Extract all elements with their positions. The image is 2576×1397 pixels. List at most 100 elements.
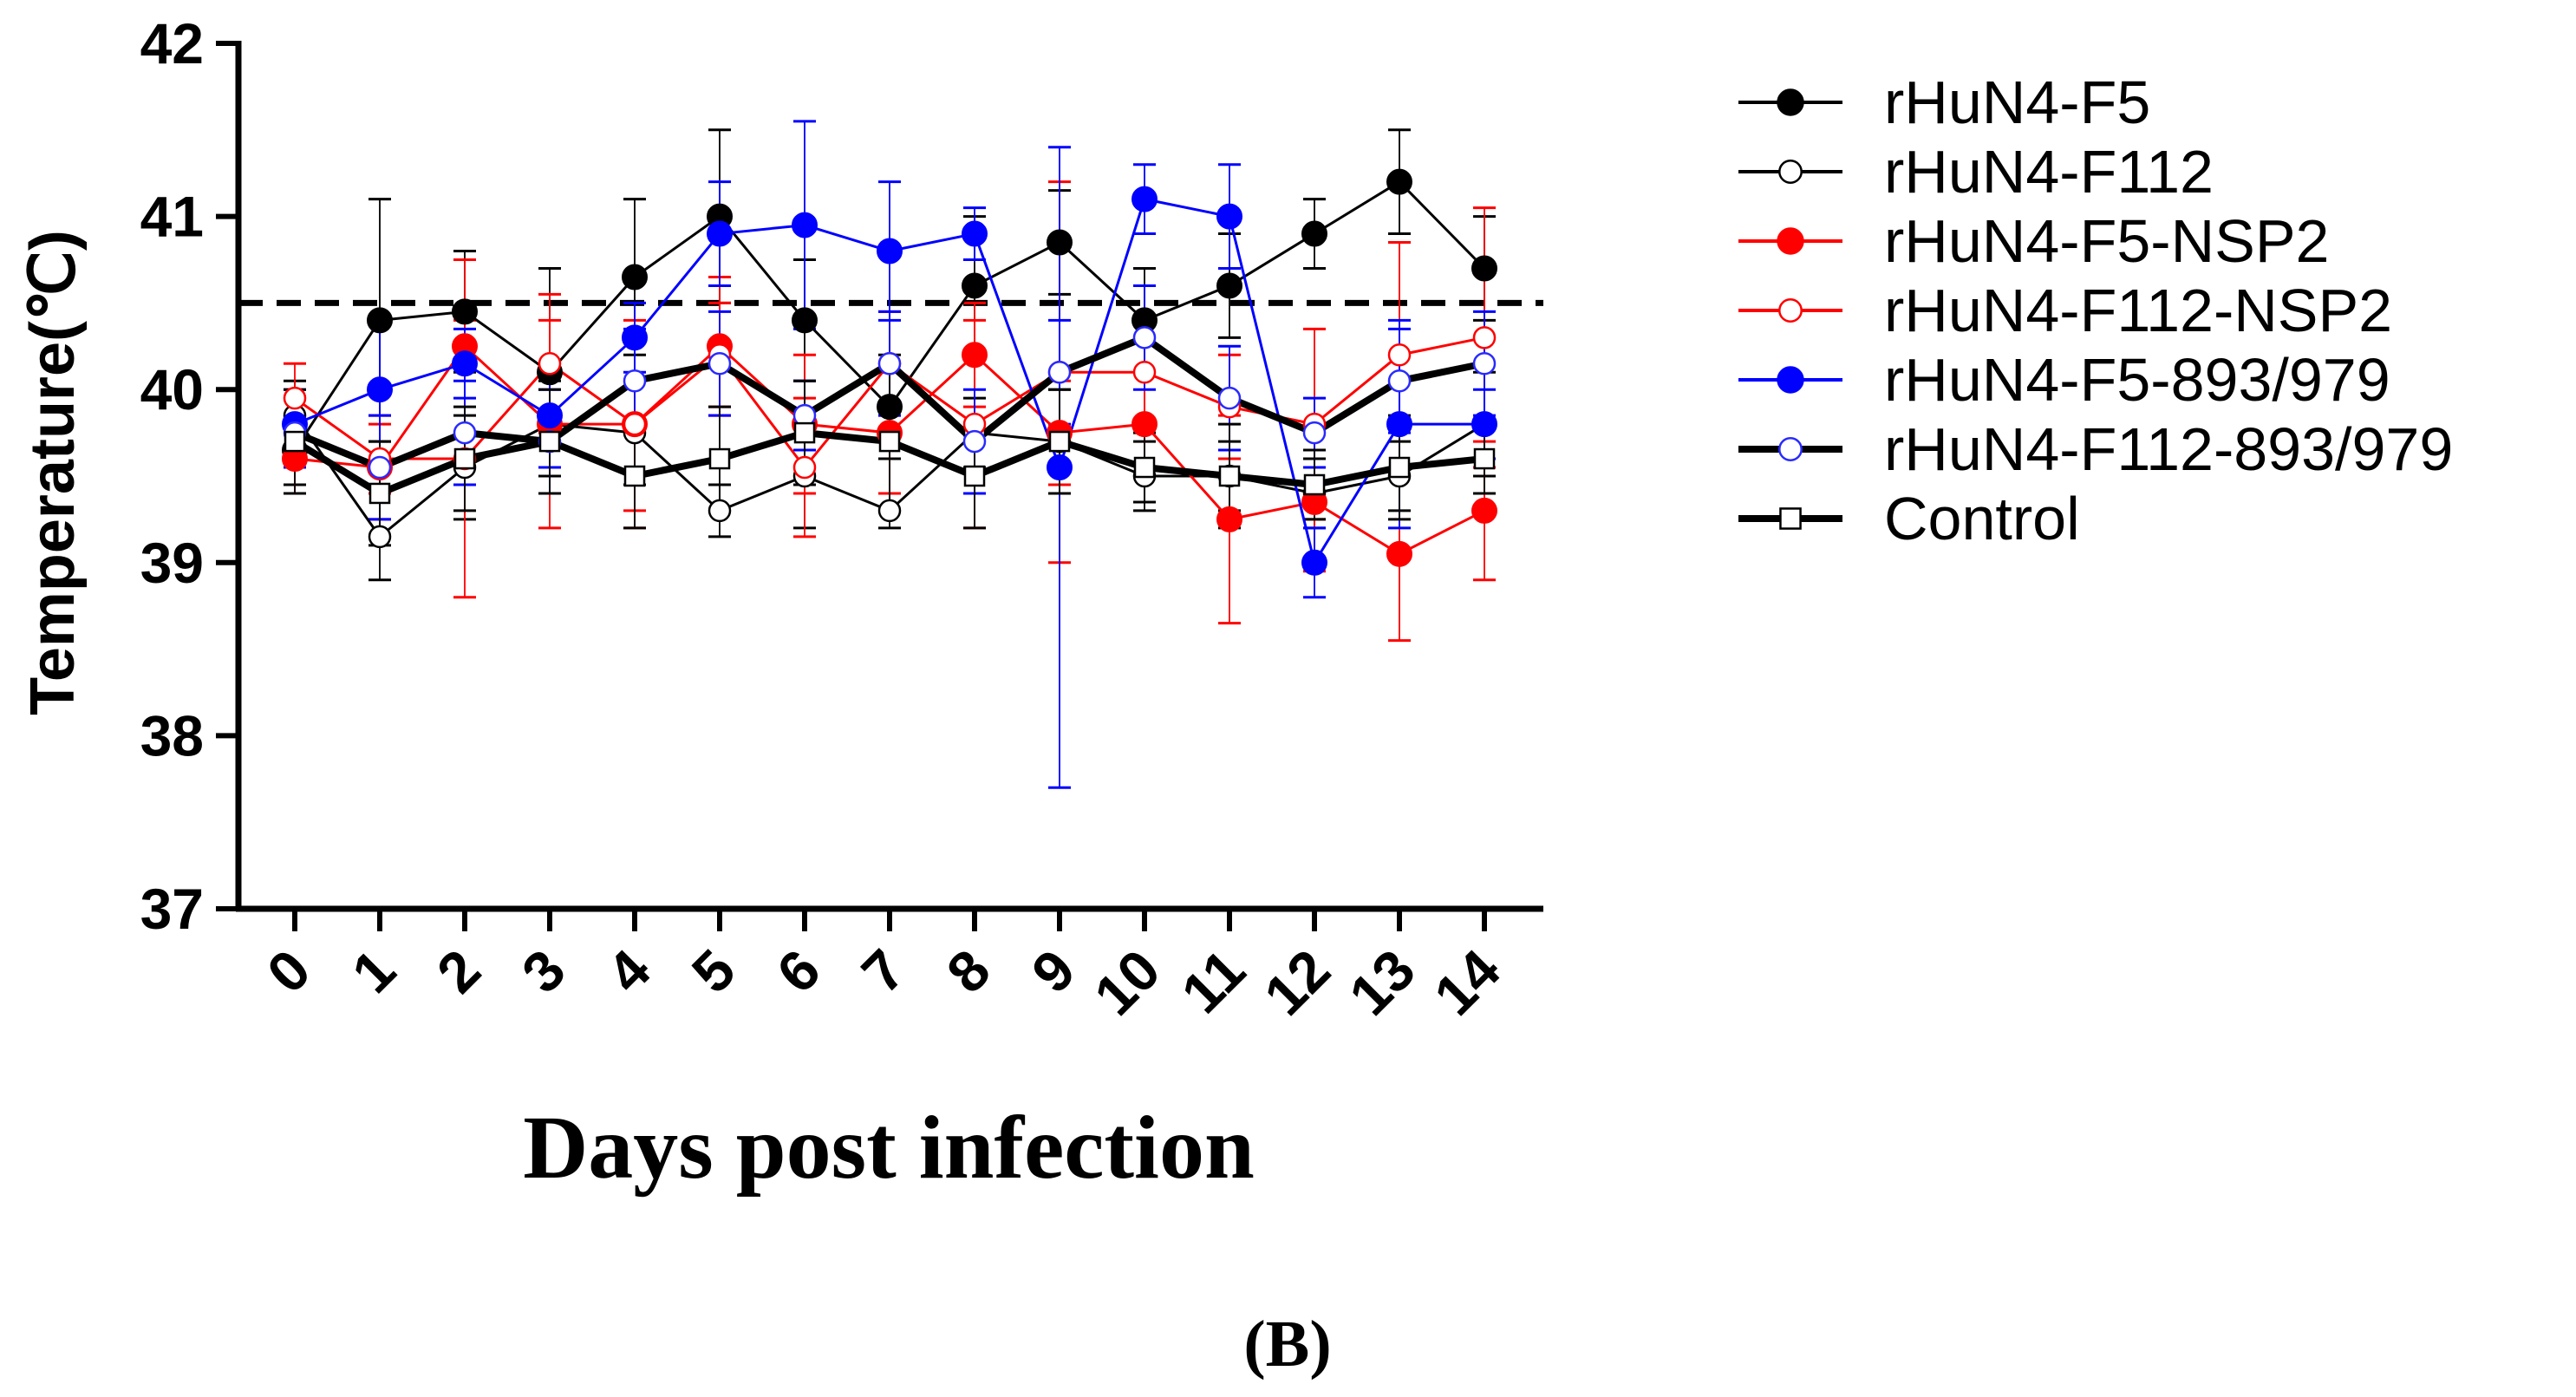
legend-label: rHuN4-F112 (1884, 138, 2214, 206)
data-point (453, 447, 476, 470)
data-point (1216, 506, 1242, 532)
data-point (962, 429, 987, 454)
data-point (877, 238, 903, 264)
data-point (1047, 454, 1073, 481)
data-point (1471, 411, 1497, 438)
data-point (368, 482, 391, 505)
data-point (623, 465, 646, 487)
data-point (1471, 497, 1497, 524)
series-markers (282, 168, 1497, 576)
data-point (962, 220, 988, 247)
legend-swatch-marker (1778, 160, 1803, 184)
legend-swatch-marker (1778, 298, 1803, 323)
x-tick-label: 12 (1252, 937, 1342, 1028)
data-point (708, 447, 731, 470)
data-point (538, 352, 562, 375)
data-point (877, 499, 902, 523)
data-point (1472, 326, 1497, 349)
data-point (877, 352, 902, 375)
legend-swatch-marker (1779, 507, 1802, 530)
x-tick-label: 11 (1169, 937, 1257, 1026)
data-point (1047, 360, 1072, 384)
y-axis-title: Temperature(℃) (18, 230, 88, 715)
data-point (1386, 540, 1412, 567)
data-point (452, 350, 478, 377)
legend-label: rHuN4-F5 (1884, 69, 2150, 136)
data-point (792, 212, 818, 238)
legend-swatch-marker (1778, 437, 1803, 461)
y-tick-label: 37 (140, 877, 204, 941)
y-tick-label: 42 (140, 11, 204, 75)
x-tick-label: 8 (935, 937, 1002, 1005)
x-tick-label: 13 (1337, 937, 1427, 1028)
x-tick-label: 5 (680, 937, 747, 1005)
y-tick-label: 40 (140, 357, 204, 421)
data-point (708, 499, 732, 523)
data-point (537, 402, 563, 429)
x-tick-label: 1 (340, 937, 408, 1005)
data-point (707, 220, 733, 247)
data-point (1387, 369, 1412, 393)
data-point (1472, 352, 1497, 375)
legend-label: rHuN4-F5-893/979 (1884, 346, 2390, 414)
data-point (1301, 220, 1327, 247)
data-point (1473, 447, 1496, 470)
data-point (1386, 411, 1412, 438)
data-point (1471, 255, 1497, 282)
data-point (1301, 549, 1327, 576)
data-point (962, 272, 988, 299)
data-point (538, 430, 561, 453)
data-point (1048, 430, 1071, 453)
x-tick-label: 2 (425, 937, 492, 1005)
data-point (792, 455, 817, 480)
data-point (1303, 473, 1326, 496)
x-tick-label: 3 (510, 937, 577, 1005)
legend: rHuN4-F5rHuN4-F112rHuN4-F5-NSP2rHuN4-F11… (1738, 69, 2453, 552)
legend-label: rHuN4-F5-NSP2 (1884, 207, 2329, 275)
data-point (1047, 229, 1073, 256)
x-tick-label: 14 (1422, 937, 1512, 1027)
data-point (622, 264, 648, 290)
y-tick-label: 38 (140, 703, 204, 767)
y-tick-label: 41 (140, 185, 204, 249)
legend-label: rHuN4-F112-893/979 (1884, 415, 2453, 483)
x-tick-label: 9 (1020, 937, 1087, 1005)
legend-swatch-marker (1777, 88, 1804, 116)
data-point (368, 455, 392, 480)
data-point (1132, 360, 1157, 384)
data-point (1133, 456, 1156, 479)
data-point (1216, 272, 1242, 299)
x-axis-title: Days post infection (523, 1098, 1255, 1198)
data-point (622, 324, 648, 351)
data-point (1302, 421, 1327, 445)
x-tick-label: 6 (765, 937, 832, 1005)
legend-label: Control (1884, 485, 2080, 552)
data-point (367, 307, 393, 334)
x-tick-label: 0 (255, 937, 323, 1005)
legend-label: rHuN4-F112-NSP2 (1884, 277, 2392, 344)
data-point (452, 298, 478, 325)
data-point (453, 421, 477, 445)
data-point (1386, 168, 1412, 195)
data-point (708, 352, 732, 375)
data-point (877, 394, 903, 421)
data-point (1132, 326, 1157, 349)
y-tick-label: 39 (140, 531, 204, 595)
data-point (963, 465, 986, 487)
x-tick-label: 4 (595, 937, 662, 1004)
data-point (1131, 186, 1158, 212)
data-point (1216, 203, 1242, 230)
data-point (793, 421, 816, 444)
data-point (368, 525, 392, 549)
data-point (1217, 386, 1242, 410)
data-point (962, 342, 988, 369)
x-tick-label: 7 (850, 937, 917, 1005)
data-point (1388, 456, 1411, 479)
data-point (1387, 343, 1412, 367)
data-point (792, 307, 818, 334)
figure-caption: (B) (1243, 1308, 1331, 1381)
data-point (284, 430, 306, 453)
legend-swatch-marker (1777, 366, 1804, 394)
